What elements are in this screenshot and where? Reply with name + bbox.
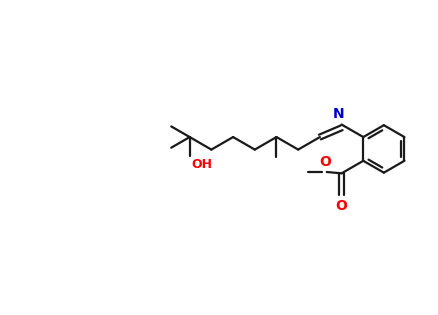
Text: N: N [333, 107, 345, 121]
Text: O: O [336, 199, 347, 213]
Text: OH: OH [192, 158, 213, 171]
Text: O: O [319, 155, 331, 169]
